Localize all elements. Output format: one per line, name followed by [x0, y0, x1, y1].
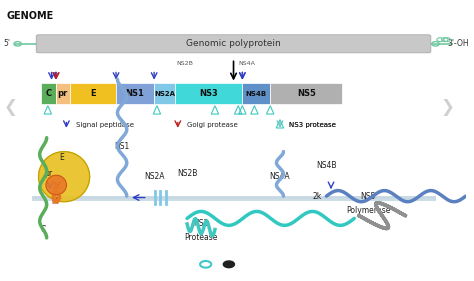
Text: Protease: Protease — [184, 234, 218, 243]
Text: NS5: NS5 — [297, 89, 316, 98]
Text: NS2B: NS2B — [177, 169, 197, 178]
Text: C: C — [45, 89, 51, 98]
Text: NS2B: NS2B — [177, 61, 194, 66]
Circle shape — [223, 261, 235, 268]
Text: E: E — [90, 89, 96, 98]
FancyBboxPatch shape — [41, 83, 56, 104]
FancyBboxPatch shape — [36, 35, 431, 53]
Text: pr: pr — [57, 89, 68, 98]
Text: M: M — [52, 197, 58, 206]
Text: 3'-OH: 3'-OH — [447, 39, 469, 48]
FancyBboxPatch shape — [154, 83, 175, 104]
Text: Signal peptidase: Signal peptidase — [76, 122, 134, 128]
Text: NS4B: NS4B — [246, 91, 267, 97]
Polygon shape — [46, 175, 66, 195]
Polygon shape — [38, 152, 90, 202]
Text: NS3 protease: NS3 protease — [289, 122, 336, 128]
Text: NS4A: NS4A — [270, 172, 290, 181]
Text: ❯: ❯ — [440, 98, 454, 116]
Text: Genomic polyprotein: Genomic polyprotein — [186, 39, 281, 48]
Text: NS3: NS3 — [193, 219, 209, 228]
Text: NS2A: NS2A — [145, 172, 165, 181]
Text: NS3: NS3 — [200, 89, 218, 98]
Text: 2k: 2k — [312, 192, 322, 201]
FancyBboxPatch shape — [242, 83, 270, 104]
Text: 5': 5' — [4, 39, 11, 48]
Text: NS5: NS5 — [361, 192, 376, 201]
Text: NS3 protease: NS3 protease — [289, 122, 336, 128]
FancyBboxPatch shape — [116, 83, 154, 104]
FancyBboxPatch shape — [56, 83, 70, 104]
FancyBboxPatch shape — [270, 83, 342, 104]
FancyBboxPatch shape — [70, 83, 116, 104]
Text: NS2A: NS2A — [154, 91, 175, 97]
Text: ❮: ❮ — [4, 98, 18, 116]
Text: Golgi protease: Golgi protease — [187, 122, 238, 128]
Text: pr: pr — [44, 169, 52, 178]
Text: C: C — [41, 225, 46, 234]
Text: NS4B: NS4B — [316, 161, 337, 170]
Text: NS4A: NS4A — [238, 61, 255, 66]
Text: GENOME: GENOME — [6, 11, 53, 21]
Text: NS1: NS1 — [115, 142, 130, 151]
Text: Polymerase: Polymerase — [346, 206, 391, 215]
Text: E: E — [59, 153, 64, 162]
FancyBboxPatch shape — [175, 83, 242, 104]
Text: NS1: NS1 — [126, 89, 145, 98]
